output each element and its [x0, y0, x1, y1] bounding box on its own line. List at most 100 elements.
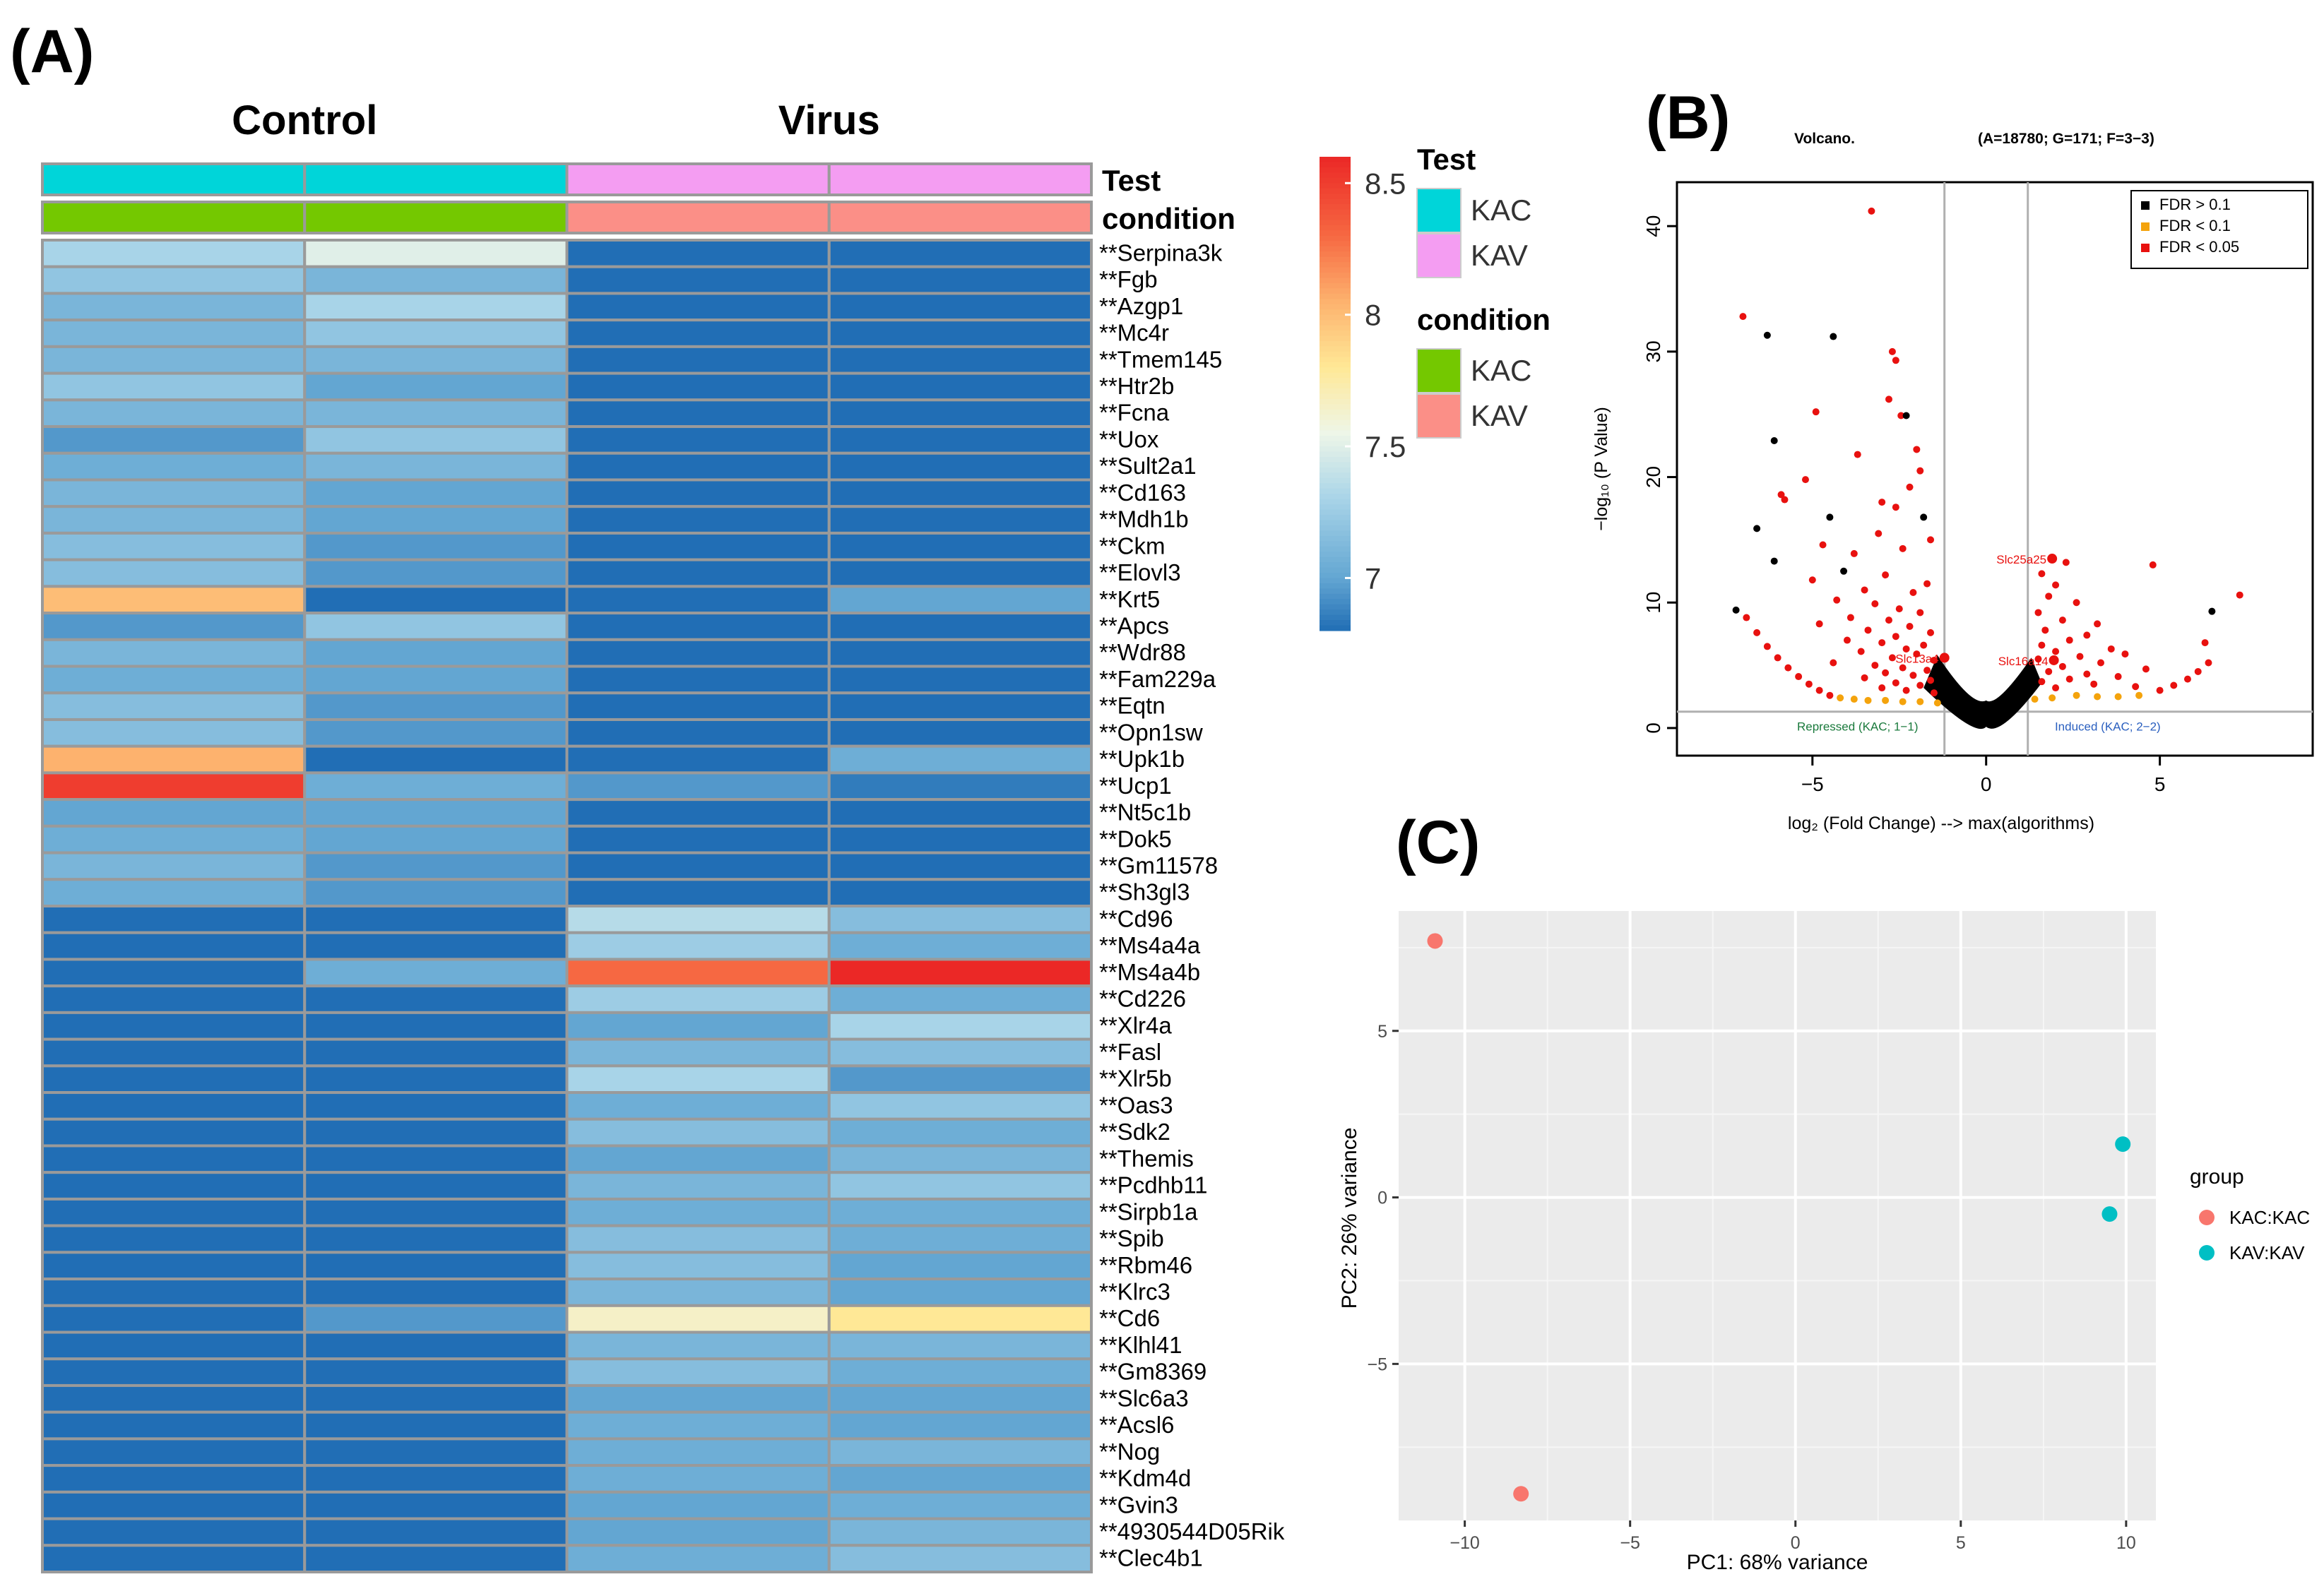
- volcano-legend-swatch: [2141, 244, 2150, 252]
- colorbar-segment: [1320, 456, 1351, 463]
- heatmap-cell: [827, 1410, 1093, 1441]
- heatmap-cell: [827, 1383, 1093, 1414]
- gene-label: **Cd96: [1099, 905, 1173, 931]
- heatmap-cell: [303, 478, 569, 508]
- volcano-point: [2083, 670, 2091, 678]
- volcano-point: [1837, 694, 1844, 702]
- volcano-point: [2205, 659, 2212, 667]
- heatmap-cell: [827, 1437, 1093, 1467]
- colorbar-segment: [1320, 346, 1351, 352]
- heatmap-cell: [303, 1490, 569, 1520]
- heatmap-cell: [41, 1383, 307, 1414]
- volcano-point: [1826, 691, 1834, 699]
- colorbar-segment: [1320, 441, 1351, 447]
- heatmap-cell: [41, 824, 307, 854]
- colorbar-segment: [1320, 331, 1351, 337]
- volcano-point: [1753, 629, 1761, 636]
- colorbar-segment: [1320, 282, 1351, 289]
- region-label-repressed: Repressed (KAC; 1−1): [1797, 720, 1919, 733]
- heatmap-cell: [565, 478, 831, 508]
- volcano-point: [1899, 698, 1907, 705]
- heatmap-cell: [303, 451, 569, 482]
- heatmap-cell: [41, 558, 307, 588]
- volcano-point: [1739, 313, 1747, 321]
- colorbar-segment: [1320, 425, 1351, 431]
- heatmap-cell: [827, 1011, 1093, 1041]
- volcano-point: [1899, 664, 1907, 672]
- heatmap-cell: [41, 531, 307, 561]
- heatmap-cell: [41, 1197, 307, 1227]
- pca-legend-label: KAV:KAV: [2229, 1242, 2305, 1263]
- heatmap-cell: [41, 371, 307, 402]
- heatmap-cell: [41, 905, 307, 934]
- gene-label: **Tmem145: [1099, 346, 1222, 372]
- heatmap-cell: [303, 1064, 569, 1095]
- colorbar-segment: [1320, 467, 1351, 473]
- heatmap-cell: [41, 665, 307, 695]
- volcano-point: [2135, 691, 2143, 699]
- colorbar-segment: [1320, 572, 1351, 579]
- heatmap-cell: [303, 558, 569, 588]
- colorbar-segment: [1320, 335, 1351, 342]
- colorbar-segment: [1320, 241, 1351, 247]
- colorbar-segment: [1320, 509, 1351, 516]
- volcano-point: [2052, 648, 2060, 655]
- heatmap-cell: [827, 771, 1093, 802]
- colorbar-segment: [1320, 299, 1351, 305]
- heatmap-cell: [827, 239, 1093, 268]
- heatmap-cell: [565, 1251, 831, 1281]
- colorbar-segment: [1320, 183, 1351, 189]
- volcano-point: [1927, 536, 1935, 544]
- heatmap-cell: [303, 984, 569, 1014]
- colorbar-segment: [1320, 546, 1351, 552]
- heatmap-cell: [827, 425, 1093, 455]
- volcano-title: Volcano.: [1794, 131, 1855, 147]
- heatmap-cell: [565, 1544, 831, 1574]
- gene-label: **Serpina3k: [1099, 239, 1223, 266]
- volcano-point: [1812, 408, 1820, 416]
- heatmap-cell: [303, 1171, 569, 1201]
- volcano-point: [2038, 570, 2046, 578]
- volcano-point: [1902, 645, 1910, 653]
- x-tick-label: −5: [1620, 1533, 1640, 1553]
- colorbar-segment: [1320, 409, 1351, 415]
- volcano-point: [1920, 513, 1928, 521]
- heatmap-cell: [41, 1437, 307, 1467]
- y-tick-label: 30: [1642, 340, 1664, 362]
- volcano-point: [1850, 696, 1858, 703]
- heatmap-cell: [565, 984, 831, 1014]
- colorbar-segment: [1320, 304, 1351, 310]
- colorbar-segment: [1320, 288, 1351, 294]
- heatmap-cell: [827, 1464, 1093, 1494]
- heatmap-cell: [41, 1091, 307, 1121]
- volcano-point: [2045, 592, 2053, 600]
- colorbar-segment: [1320, 209, 1351, 215]
- gene-label: **Fcna: [1099, 400, 1170, 426]
- pca-point: [2115, 1136, 2131, 1153]
- annotation-cell: [827, 201, 1093, 234]
- heatmap-cell: [565, 1011, 831, 1041]
- volcano-point: [1882, 571, 1890, 579]
- gene-label: **Ckm: [1099, 532, 1166, 559]
- colorbar-tick-label: 8: [1365, 299, 1381, 332]
- heatmap-cell: [41, 1490, 307, 1520]
- heatmap-cell: [565, 531, 831, 561]
- colorbar-segment: [1320, 273, 1351, 279]
- gene-label: **Mdh1b: [1099, 506, 1189, 532]
- heatmap-cell: [827, 905, 1093, 934]
- heatmap-cell: [41, 585, 307, 615]
- volcano-point: [2076, 653, 2084, 660]
- heatmap-cell: [41, 239, 307, 268]
- volcano-point: [2094, 620, 2101, 628]
- heatmap-cell: [303, 665, 569, 695]
- heatmap-cell: [303, 612, 569, 641]
- volcano-point: [2149, 561, 2157, 568]
- pca-legend-swatch: [2199, 1210, 2215, 1225]
- heatmap-cell: [565, 1171, 831, 1201]
- colorbar-segment: [1320, 530, 1351, 537]
- annotation-row-label: condition: [1102, 202, 1235, 235]
- volcano-point: [1805, 680, 1813, 688]
- volcano-point: [1882, 696, 1890, 704]
- volcano-point: [2034, 609, 2042, 617]
- colorbar-segment: [1320, 172, 1351, 179]
